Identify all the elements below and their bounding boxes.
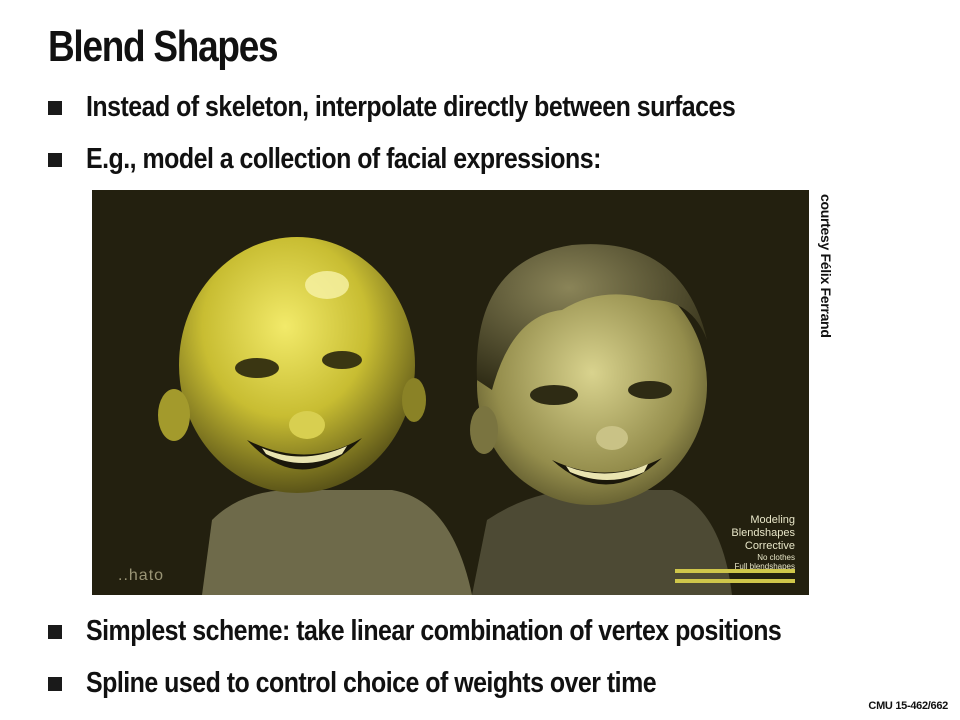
overlay-line-5: Full blendshapes bbox=[734, 562, 795, 571]
square-bullet-icon bbox=[48, 100, 62, 115]
overlay-bar bbox=[675, 579, 795, 583]
bullet-3: Simplest scheme: take linear combination… bbox=[48, 615, 894, 648]
overlay-bars bbox=[675, 563, 795, 583]
square-bullet-icon bbox=[48, 624, 62, 639]
image-credit: courtesy Félix Ferrand bbox=[818, 194, 834, 338]
bald-head-figure bbox=[158, 237, 472, 595]
course-footer: CMU 15-462/662 bbox=[868, 700, 948, 712]
bullet-1: Instead of skeleton, interpolate directl… bbox=[48, 91, 841, 124]
facial-expressions-image: ..hato Modeling Blendshapes Corrective N… bbox=[92, 190, 809, 595]
bullet-4: Spline used to control choice of weights… bbox=[48, 667, 749, 700]
blendshape-render bbox=[158, 237, 732, 595]
bullet-text: Instead of skeleton, interpolate directl… bbox=[86, 91, 736, 123]
square-bullet-icon bbox=[48, 152, 62, 167]
bullet-2: E.g., model a collection of facial expre… bbox=[48, 143, 685, 176]
square-bullet-icon bbox=[48, 676, 62, 691]
bullet-text: Simplest scheme: take linear combination… bbox=[86, 615, 782, 647]
overlay-line-3: Corrective bbox=[744, 540, 795, 552]
overlay-line-1: Modeling bbox=[750, 514, 795, 526]
image-caption-overlay: Modeling Blendshapes Corrective No cloth… bbox=[731, 514, 795, 571]
bullet-text: Spline used to control choice of weights… bbox=[86, 667, 657, 699]
overlay-bar bbox=[675, 569, 795, 573]
overlay-line-4: No clothes bbox=[757, 553, 795, 562]
slide-title: Blend Shapes bbox=[48, 22, 279, 71]
studio-logo: ..hato bbox=[118, 567, 165, 584]
bullet-text: E.g., model a collection of facial expre… bbox=[86, 143, 601, 175]
overlay-line-2: Blendshapes bbox=[731, 527, 795, 539]
haired-head-figure bbox=[470, 244, 732, 595]
